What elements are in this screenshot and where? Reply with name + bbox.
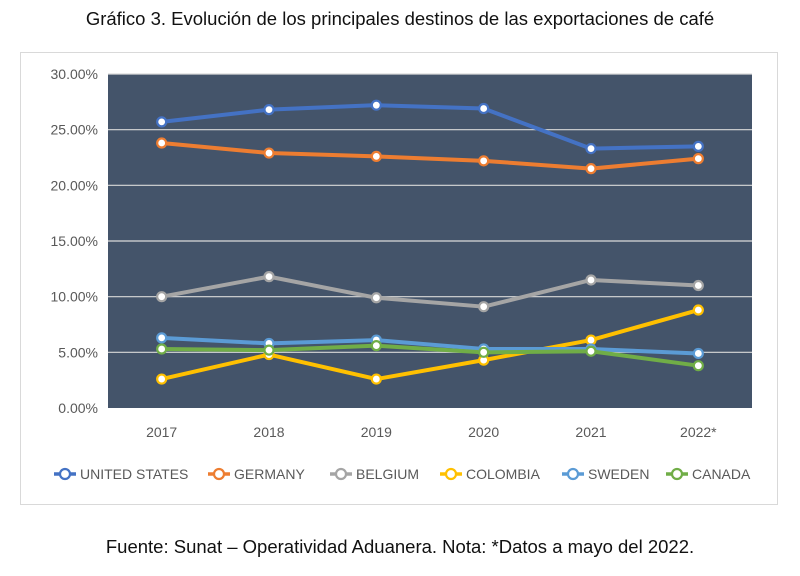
data-point	[370, 150, 382, 162]
y-tick-label: 10.00%	[51, 289, 98, 305]
data-point	[263, 271, 275, 283]
y-tick-label: 15.00%	[51, 233, 98, 249]
legend-item: COLOMBIA	[440, 466, 541, 482]
legend-marker	[670, 467, 684, 481]
data-point	[585, 142, 597, 155]
data-point	[585, 345, 597, 357]
data-point	[156, 343, 168, 355]
y-tick-label: 30.00%	[51, 66, 98, 82]
legend-label: COLOMBIA	[466, 466, 541, 482]
legend-marker	[444, 467, 458, 481]
x-tick-label: 2021	[575, 424, 606, 440]
data-point	[692, 140, 704, 152]
data-point	[692, 153, 704, 165]
x-tick-label: 2018	[253, 424, 284, 440]
data-point	[156, 137, 168, 149]
legend-item: GERMANY	[208, 466, 305, 482]
data-point	[370, 292, 382, 304]
legend-label: SWEDEN	[588, 466, 649, 482]
series-line	[159, 335, 701, 356]
data-point	[478, 102, 490, 115]
series-line	[159, 141, 701, 171]
data-point	[692, 360, 704, 372]
data-point	[156, 332, 168, 344]
data-point	[478, 346, 490, 358]
legend-label: CANADA	[692, 466, 751, 482]
series-line	[159, 274, 701, 309]
series-line	[159, 103, 701, 151]
data-point	[585, 334, 597, 346]
data-point	[263, 147, 275, 159]
legend-label: UNITED STATES	[80, 466, 188, 482]
x-tick-label: 2017	[146, 424, 177, 440]
data-point	[478, 155, 490, 167]
legend-marker	[566, 467, 580, 481]
data-point	[692, 347, 704, 360]
x-tick-label: 2019	[361, 424, 392, 440]
data-point	[692, 304, 704, 316]
data-point	[692, 279, 704, 292]
data-point	[478, 301, 490, 313]
data-point	[156, 116, 168, 128]
legend-label: BELGIUM	[356, 466, 419, 482]
data-point	[370, 340, 382, 352]
legend-marker	[212, 467, 226, 481]
series-line	[159, 343, 701, 368]
chart-title: Gráfico 3. Evolución de los principales …	[85, 8, 715, 29]
x-tick-label: 2020	[468, 424, 499, 440]
x-tick-label: 2022*	[680, 424, 717, 440]
source-note: Fuente: Sunat – Operatividad Aduanera. N…	[105, 536, 695, 557]
data-point	[263, 344, 275, 356]
legend-item: UNITED STATES	[54, 466, 188, 482]
series-line	[159, 308, 701, 382]
legend-marker	[58, 467, 72, 481]
legend-label: GERMANY	[234, 466, 305, 482]
data-point	[585, 163, 597, 175]
legend-marker	[334, 467, 348, 481]
data-point	[585, 274, 597, 286]
y-tick-label: 20.00%	[51, 177, 98, 193]
data-point	[370, 99, 382, 111]
legend-item: CANADA	[666, 466, 751, 482]
data-point	[370, 373, 382, 385]
y-tick-label: 0.00%	[58, 400, 98, 416]
y-tick-label: 5.00%	[58, 344, 98, 360]
y-tick-label: 25.00%	[51, 122, 98, 138]
data-point	[263, 104, 275, 116]
data-point	[156, 291, 168, 303]
legend-item: BELGIUM	[330, 466, 419, 482]
legend-item: SWEDEN	[562, 466, 649, 482]
data-point	[156, 373, 168, 385]
